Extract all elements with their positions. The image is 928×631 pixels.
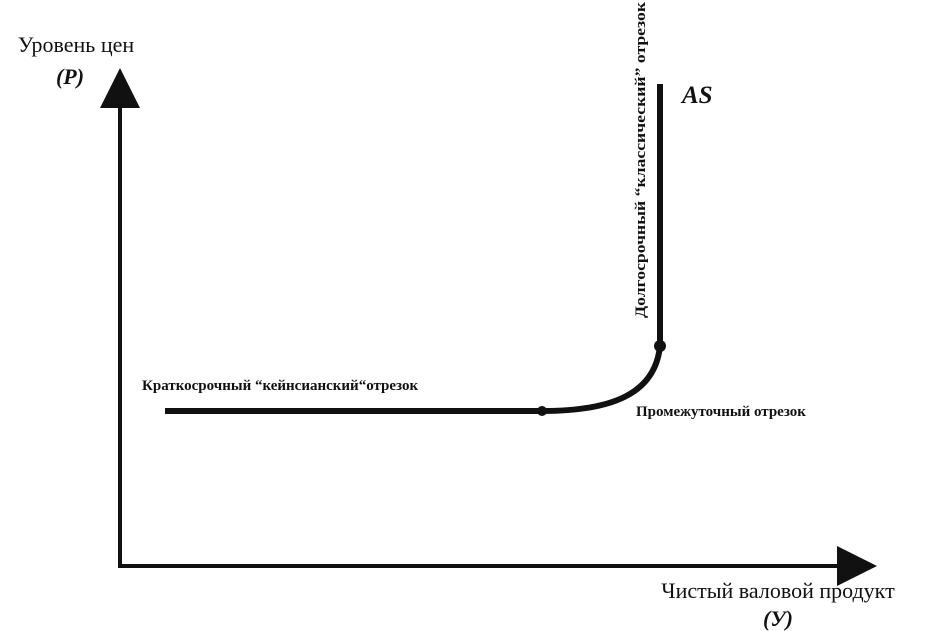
junction-point bbox=[537, 406, 547, 416]
x-axis-label: Чистый валовой продукт bbox=[661, 578, 895, 603]
y-axis-label: Уровень цен bbox=[18, 32, 135, 57]
x-axis-symbol: (У) bbox=[763, 606, 793, 631]
segment-label: Долгосрочный “классический” отрезок bbox=[633, 2, 649, 318]
y-axis-symbol: (P) bbox=[56, 64, 84, 89]
segment-label: Краткосрочный “кейнсианский“отрезок bbox=[142, 378, 418, 394]
curve-name: AS bbox=[680, 82, 713, 109]
as-curve bbox=[165, 84, 663, 414]
segment-label: Промежуточный отрезок bbox=[636, 404, 806, 420]
junction-point bbox=[654, 340, 666, 352]
